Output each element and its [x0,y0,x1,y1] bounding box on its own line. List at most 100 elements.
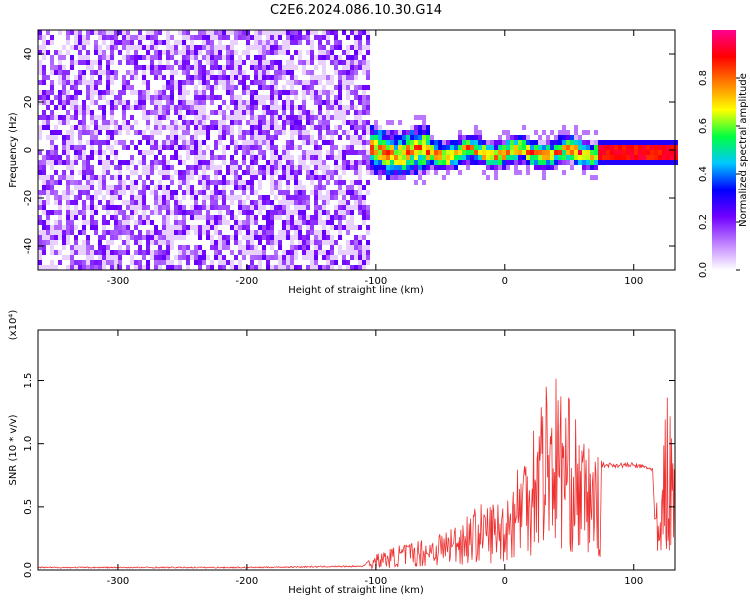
heatmap-cell [318,60,322,65]
heatmap-cell [78,50,82,55]
heatmap-cell [242,60,246,65]
heatmap-cell [298,115,302,120]
heatmap-cell [182,50,186,55]
heatmap-cell [142,35,146,40]
heatmap-cell [302,160,306,165]
heatmap-cell [202,200,206,205]
heatmap-cell [318,215,322,220]
heatmap-cell [346,80,350,85]
heatmap-cell [214,50,218,55]
heatmap-cell [194,215,198,220]
heatmap-cell [414,135,418,140]
heatmap-cell [322,115,326,120]
heatmap-cell [298,220,302,225]
heatmap-cell [358,35,362,40]
heatmap-cell [278,65,282,70]
heatmap-cell [222,65,226,70]
heatmap-cell [306,225,310,230]
heatmap-cell [142,100,146,105]
heatmap-cell [234,150,238,155]
heatmap-cell [166,245,170,250]
heatmap-cell [654,160,658,165]
heatmap-cell [222,30,226,35]
heatmap-cell [342,255,346,260]
heatmap-cell [282,200,286,205]
heatmap-cell [354,200,358,205]
heatmap-cell [406,165,410,170]
heatmap-cell [314,205,318,210]
heatmap-cell [98,130,102,135]
heatmap-cell [466,135,470,140]
heatmap-cell [246,75,250,80]
heatmap-cell [562,160,566,165]
heatmap-cell [258,100,262,105]
heatmap-cell [262,95,266,100]
heatmap-cell [370,170,374,175]
heatmap-cell [290,225,294,230]
heatmap-cell [158,125,162,130]
heatmap-cell [266,65,270,70]
heatmap-cell [378,140,382,145]
heatmap-cell [90,185,94,190]
heatmap-cell [254,40,258,45]
heatmap-cell [38,175,42,180]
heatmap-cell [146,110,150,115]
heatmap-cell [98,35,102,40]
heatmap-cell [266,210,270,215]
heatmap-cell [338,60,342,65]
heatmap-cell [70,145,74,150]
heatmap-cell [250,265,254,270]
heatmap-cell [250,135,254,140]
heatmap-cell [430,140,434,145]
heatmap-cell [150,190,154,195]
heatmap-cell [290,105,294,110]
heatmap-cell [226,260,230,265]
heatmap-cell [270,145,274,150]
heatmap-cell [286,60,290,65]
heatmap-cell [182,95,186,100]
heatmap-cell [654,140,658,145]
heatmap-cell [134,145,138,150]
heatmap-cell [350,185,354,190]
heatmap-cell [370,125,374,130]
heatmap-cell [118,220,122,225]
x-tick-label: 100 [624,276,643,287]
heatmap-cell [462,155,466,160]
heatmap-cell [454,150,458,155]
heatmap-cell [146,35,150,40]
heatmap-cell [230,100,234,105]
heatmap-cell [214,205,218,210]
heatmap-cell [470,145,474,150]
heatmap-cell [242,190,246,195]
heatmap-cell [526,135,530,140]
heatmap-cell [350,70,354,75]
heatmap-cell [366,130,370,135]
heatmap-cell [286,180,290,185]
heatmap-cell [554,140,558,145]
heatmap-cell [106,130,110,135]
heatmap-cell [126,60,130,65]
heatmap-cell [62,120,66,125]
heatmap-cell [238,70,242,75]
heatmap-cell [266,40,270,45]
heatmap-cell [114,40,118,45]
heatmap-cell [94,45,98,50]
heatmap-cell [170,90,174,95]
heatmap-cell [194,225,198,230]
heatmap-cell [322,175,326,180]
heatmap-cell [494,150,498,155]
heatmap-cell [162,255,166,260]
heatmap-cell [262,175,266,180]
heatmap-cell [118,130,122,135]
heatmap-cell [106,85,110,90]
heatmap-cell [198,260,202,265]
heatmap-cell [314,190,318,195]
heatmap-cell [110,110,114,115]
heatmap-cell [90,225,94,230]
heatmap-cell [390,160,394,165]
heatmap-cell [66,160,70,165]
heatmap-cell [226,85,230,90]
heatmap-cell [62,230,66,235]
heatmap-cell [338,190,342,195]
heatmap-cell [546,135,550,140]
